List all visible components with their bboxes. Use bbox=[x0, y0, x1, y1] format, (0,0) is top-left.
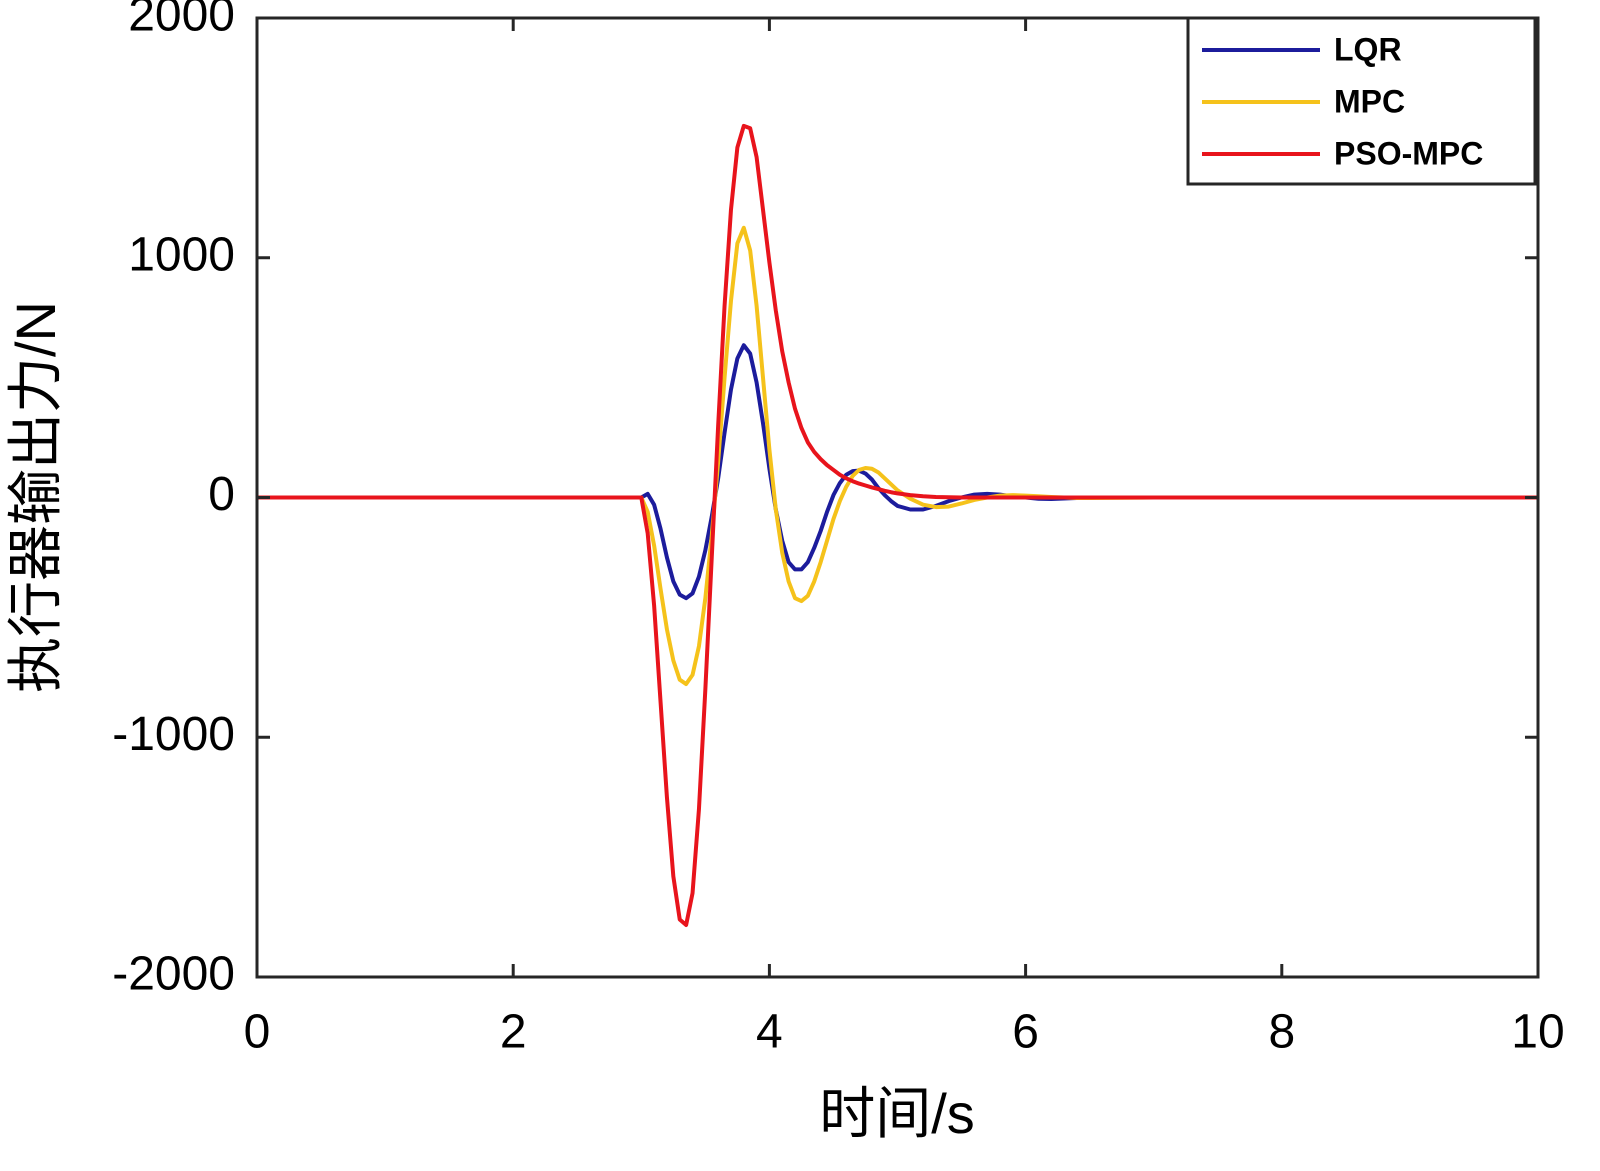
x-tick-label: 4 bbox=[756, 1006, 783, 1059]
series-line bbox=[257, 123, 1538, 927]
x-tick-label: 0 bbox=[244, 1006, 271, 1059]
legend-label: MPC bbox=[1334, 83, 1405, 119]
x-tick-label: 6 bbox=[1012, 1006, 1039, 1059]
x-axis-label: 时间/s bbox=[819, 1082, 975, 1145]
y-axis-label: 执行器输出力/N bbox=[4, 301, 67, 693]
x-tick-label: 10 bbox=[1511, 1006, 1564, 1059]
x-tick-label: 8 bbox=[1268, 1006, 1295, 1059]
series-line bbox=[257, 225, 1538, 687]
y-tick-label: 0 bbox=[208, 468, 235, 521]
y-tick-label: -2000 bbox=[112, 948, 235, 1001]
x-tick-label: 2 bbox=[500, 1006, 527, 1059]
series-line bbox=[257, 343, 1538, 601]
y-tick-label: 2000 bbox=[128, 0, 235, 42]
legend-label: PSO-MPC bbox=[1334, 135, 1483, 171]
legend-label: LQR bbox=[1334, 31, 1402, 67]
y-tick-label: 1000 bbox=[128, 228, 235, 281]
y-tick-label: -1000 bbox=[112, 708, 235, 761]
